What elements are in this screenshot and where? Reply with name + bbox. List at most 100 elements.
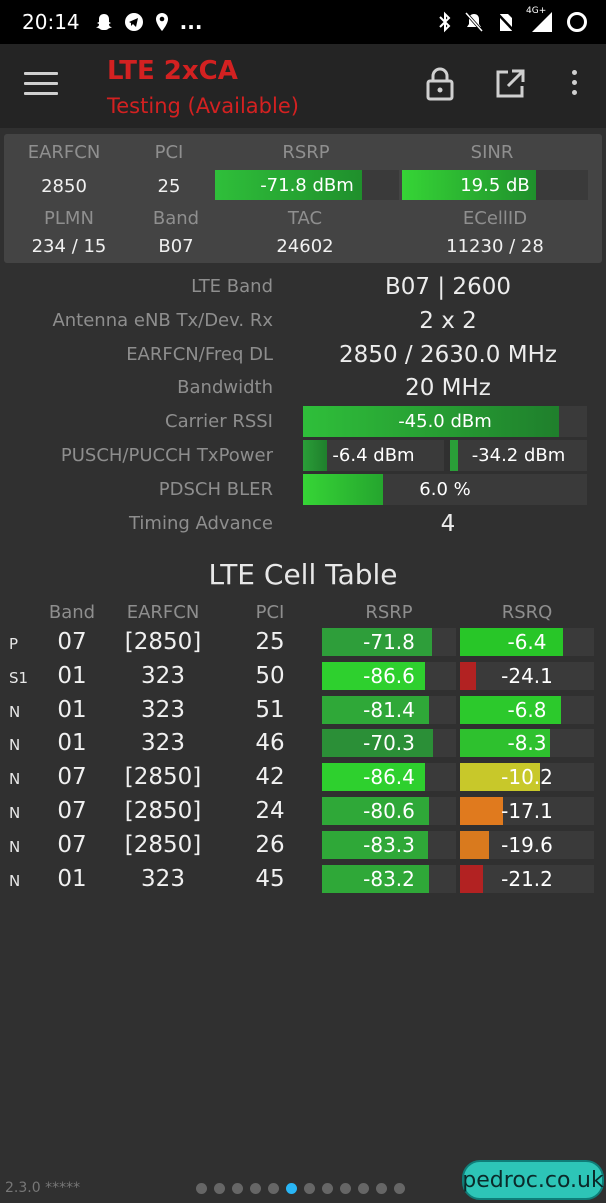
cell-rsrp-bar: -86.6 (322, 661, 456, 690)
cell-rsrq-fill (460, 661, 477, 690)
pusch-txpower-fill (303, 440, 327, 471)
page-dot[interactable] (268, 1183, 279, 1194)
rsrp-bar-fill (215, 170, 363, 200)
txpower-label: PUSCH/PUCCH TxPower (60, 445, 273, 466)
page-indicator[interactable] (196, 1183, 405, 1194)
cell-earfcn: [2850] (124, 798, 202, 824)
cell-rsrq-value: -19.6 (501, 832, 553, 857)
page-dot[interactable] (286, 1183, 297, 1194)
watermark: pedroc.co.uk (462, 1160, 604, 1200)
pucch-txpower-bar: -34.2 dBm (450, 440, 587, 471)
tac-label: TAC (287, 208, 323, 229)
rsrp-label: RSRP (282, 142, 330, 163)
cell-type: N (9, 770, 21, 789)
page-dot[interactable] (196, 1183, 207, 1194)
cell-rsrp-bar: -86.4 (322, 763, 456, 792)
rsrq-header: RSRQ (501, 602, 553, 623)
cell-earfcn: [2850] (124, 629, 202, 655)
cell-rsrp-fill (322, 763, 426, 792)
cell-band: 01 (57, 730, 87, 757)
cell-rsrq-fill (460, 830, 490, 859)
page-dot[interactable] (340, 1183, 351, 1194)
pusch-txpower-bar: -6.4 dBm (303, 440, 444, 471)
cell-type: N (9, 736, 21, 755)
cell-rsrp-fill (322, 661, 426, 690)
tac-value: 24602 (276, 236, 334, 257)
cell-rsrq-bar: -10.2 (460, 763, 594, 792)
page-dot[interactable] (214, 1183, 225, 1194)
cell-band: 01 (57, 662, 87, 689)
page-dot[interactable] (394, 1183, 405, 1194)
pucch-txpower-value: -34.2 dBm (471, 445, 566, 466)
cell-rsrp-value: -80.6 (363, 799, 415, 823)
timing-advance-label: Timing Advance (128, 513, 273, 534)
cell-rsrq-fill (460, 695, 561, 724)
pci-header: PCI (255, 602, 285, 623)
page-dot[interactable] (322, 1183, 333, 1194)
cell-rsrp-value: -70.3 (363, 731, 415, 756)
cell-rsrq-value: -6.4 (507, 630, 547, 654)
cell-rsrp-fill (322, 864, 430, 893)
cell-band: 07 (57, 764, 87, 791)
pusch-txpower-value: -6.4 dBm (332, 445, 415, 466)
earfcn-header: EARFCN (126, 602, 200, 623)
cell-type: N (9, 804, 21, 822)
cell-pci: 45 (255, 865, 285, 892)
cell-rsrp-value: -83.2 (363, 866, 415, 891)
snapchat-icon (95, 14, 112, 30)
cell-rsrp-bar: -81.4 (322, 695, 456, 724)
band-label: Band (152, 208, 200, 229)
more-notifications-icon: ... (179, 10, 203, 34)
app-bar: LTE 2xCA Testing (Available) (0, 44, 606, 128)
cell-type: N (9, 702, 21, 721)
rsrp-bar: -71.8 dBm (215, 170, 399, 200)
carrier-rssi-fill (303, 406, 559, 437)
no-sim-icon (497, 13, 515, 32)
cell-rsrq-value: -24.1 (501, 663, 553, 688)
cell-rsrq-bar: -17.1 (460, 797, 594, 825)
status-bar: 20:14 ... 4G+ (0, 0, 606, 44)
cell-rsrq-bar: -19.6 (460, 830, 594, 859)
pdsch-bler-value: 6.0 % (419, 479, 471, 500)
open-external-icon[interactable] (494, 68, 526, 100)
page-dot[interactable] (232, 1183, 243, 1194)
cell-pci: 42 (255, 764, 285, 791)
lock-icon[interactable] (424, 66, 456, 102)
cell-rsrp-bar: -70.3 (322, 729, 456, 758)
cell-pci: 46 (255, 730, 285, 757)
cell-rsrq-value: -10.2 (501, 765, 553, 790)
pci-label: PCI (154, 142, 184, 163)
cell-rsrp-value: -83.3 (363, 832, 415, 857)
cell-rsrp-bar: -71.8 (322, 628, 456, 656)
cell-pci: 26 (255, 831, 285, 858)
cell-pci: 24 (255, 798, 285, 824)
rsrp-header: RSRP (365, 602, 413, 623)
page-dot[interactable] (250, 1183, 261, 1194)
signal-icon: 4G+ (526, 6, 554, 34)
app-subtitle: Testing (Available) (107, 94, 299, 118)
status-left-icons: ... (94, 10, 203, 34)
page-dot[interactable] (304, 1183, 315, 1194)
cell-rsrq-bar: -6.4 (460, 628, 594, 656)
page-dot[interactable] (358, 1183, 369, 1194)
lte-band-label: LTE Band (191, 276, 273, 297)
cell-rsrq-bar: -21.2 (460, 864, 594, 893)
page-dot[interactable] (376, 1183, 387, 1194)
cell-rsrq-bar: -24.1 (460, 661, 594, 690)
ecellid-value: 11230 / 28 (446, 236, 544, 257)
earfcn-label: EARFCN (27, 142, 101, 163)
menu-icon[interactable] (24, 72, 58, 100)
bluetooth-icon (439, 11, 451, 33)
bandwidth-value: 20 MHz (405, 375, 491, 401)
plmn-value: 234 / 15 (31, 236, 107, 257)
serving-cell-summary: EARFCN PCI RSRP SINR 2850 25 -71.8 dBm 1… (4, 134, 602, 263)
lte-band-value: B07 | 2600 (385, 274, 511, 300)
more-vert-icon[interactable] (564, 70, 584, 100)
network-type-label: 4G+ (526, 6, 547, 16)
cell-rsrq-bar: -8.3 (460, 729, 594, 758)
band-header: Band (48, 602, 96, 623)
cell-rsrq-value: -6.8 (507, 697, 547, 722)
battery-saver-icon (567, 12, 587, 32)
cell-rsrq-fill (460, 628, 564, 656)
cell-rsrp-value: -86.6 (363, 663, 415, 688)
